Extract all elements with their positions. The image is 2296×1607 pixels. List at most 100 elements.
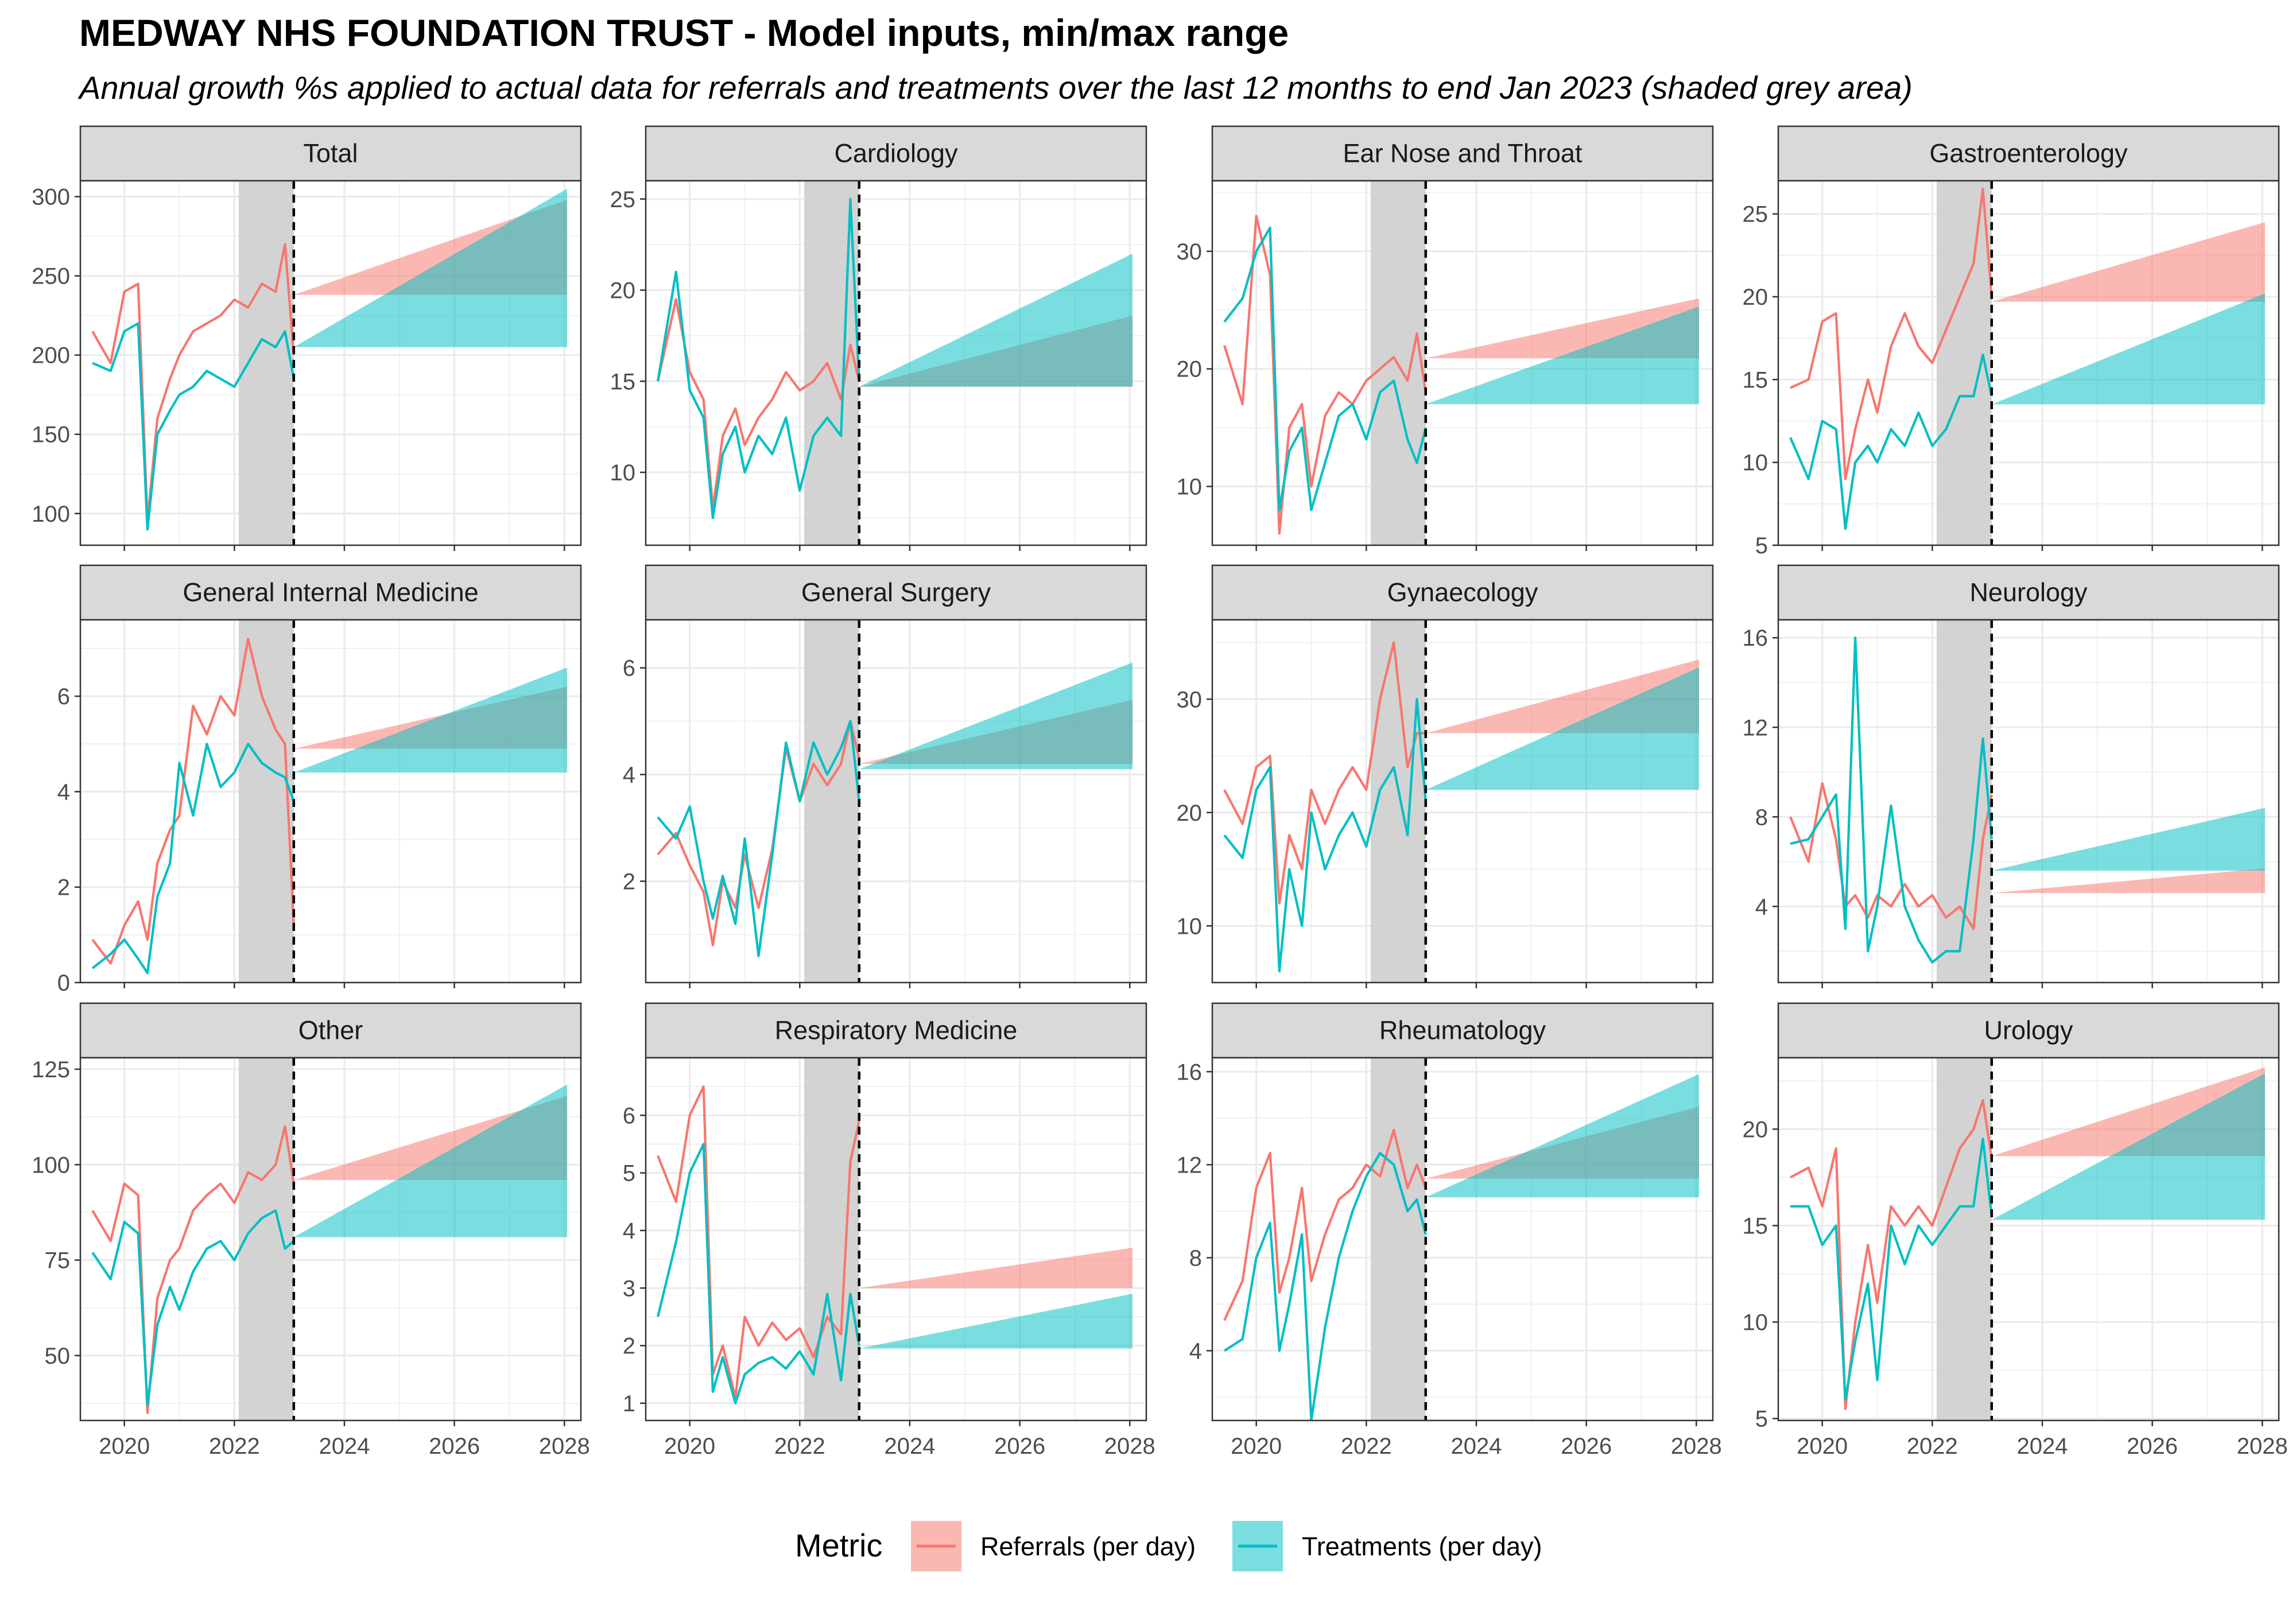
x-tick-label: 2024: [1450, 1434, 1502, 1459]
facet-strip-label: Other: [298, 1016, 363, 1045]
x-tick-label: 2020: [1231, 1434, 1282, 1459]
treatments-line: [657, 1143, 860, 1405]
x-tick-label: 2020: [99, 1434, 150, 1459]
facet-strip-label: Gynaecology: [1387, 578, 1538, 607]
y-tick-label: 10: [1177, 914, 1203, 939]
referrals-line: [657, 720, 860, 947]
facet-panels: Total100150200250300Cardiology10152025Ea…: [32, 125, 2288, 1459]
referrals-line: [1223, 1128, 1427, 1321]
referrals-line: [1790, 188, 1993, 480]
referrals-line: [1790, 1098, 1993, 1410]
facet-strip-label: General Internal Medicine: [183, 578, 478, 607]
y-tick-label: 100: [32, 502, 70, 527]
shaded-period: [1936, 620, 1992, 983]
y-tick-label: 125: [32, 1057, 70, 1082]
panel-plot-area: [80, 1058, 581, 1420]
y-tick-label: 8: [1755, 805, 1768, 830]
treatments-line: [1790, 636, 1993, 964]
treatments-line: [92, 322, 295, 531]
y-tick-label: 250: [32, 264, 70, 289]
facet-strip: [1211, 564, 1714, 621]
legend-item-referrals: Referrals (per day): [911, 1521, 1196, 1571]
facet-strip-label: Urology: [1984, 1016, 2073, 1045]
y-tick-label: 5: [1755, 533, 1768, 558]
shaded-period: [804, 181, 859, 545]
y-tick-label: 10: [1743, 1310, 1768, 1336]
facet-ear-nose-and-throat: Ear Nose and Throat 10 20 30: [1177, 125, 1714, 551]
treatments-line: [1223, 226, 1427, 511]
y-tick-label: 2: [623, 869, 635, 894]
facet-other: Other 50 75 100 125 2020 2022 2024 2026 2028: [32, 1002, 590, 1459]
facet-rheumatology: Rheumatology 4 8 12 16 2020 2022 2024 2026 2028: [1177, 1002, 1722, 1459]
shaded-period: [1370, 1058, 1426, 1420]
referrals-line: [657, 298, 860, 510]
panel-border: [79, 1057, 582, 1422]
panel-plot-area: [1212, 1058, 1713, 1420]
y-tick-label: 4: [1755, 894, 1768, 919]
facet-total: Total 100 150 200 250 300: [32, 125, 582, 551]
y-tick-label: 4: [1189, 1338, 1202, 1364]
referrals-line: [1223, 641, 1426, 905]
y-tick-label: 20: [1743, 1117, 1768, 1142]
x-tick-label: 2024: [884, 1434, 935, 1459]
facet-strip: [79, 125, 582, 182]
facet-strip: [1211, 125, 1714, 182]
y-tick-label: 12: [1743, 715, 1768, 740]
referrals-range-band: [859, 1248, 1133, 1288]
facet-strip-label: General Surgery: [801, 578, 991, 607]
y-tick-label: 30: [1177, 239, 1203, 265]
y-tick-label: 6: [623, 1103, 635, 1128]
facet-strip-label: Rheumatology: [1379, 1016, 1546, 1045]
y-tick-label: 3: [623, 1276, 635, 1301]
y-tick-label: 20: [610, 278, 636, 304]
y-tick-label: 1: [623, 1391, 635, 1416]
y-tick-label: 50: [45, 1344, 71, 1369]
facet-strip-label: Neurology: [1969, 578, 2088, 607]
x-tick-label: 2028: [539, 1434, 590, 1459]
y-tick-label: 12: [1177, 1152, 1203, 1178]
x-tick-label: 2028: [1671, 1434, 1722, 1459]
treatments-line: [657, 197, 860, 519]
treatments-range-band: [1991, 293, 2266, 405]
panel-border: [1777, 180, 2280, 546]
facet-strip: [79, 564, 582, 621]
treatments-range-band: [1425, 306, 1700, 405]
y-tick-label: 100: [32, 1152, 70, 1178]
shaded-period: [804, 620, 859, 983]
y-tick-label: 10: [610, 460, 636, 486]
treatments-line: [91, 1209, 295, 1407]
treatments-line: [657, 720, 860, 957]
facet-strip: [645, 125, 1147, 182]
x-tick-label: 2024: [319, 1434, 370, 1459]
y-tick-label: 30: [1177, 687, 1203, 712]
treatments-line: [91, 743, 295, 975]
referrals-range-band: [1991, 222, 2266, 302]
x-tick-label: 2020: [664, 1434, 715, 1459]
facet-strip-label: Total: [303, 139, 358, 168]
treatments-line: [1223, 698, 1427, 973]
treatments-line: [1789, 353, 1993, 530]
x-tick-label: 2026: [429, 1434, 480, 1459]
facet-strip: [1777, 564, 2280, 621]
y-tick-label: 8: [1189, 1245, 1202, 1271]
legend-label-treatments: Treatments (per day): [1302, 1532, 1542, 1561]
y-tick-label: 20: [1743, 285, 1768, 310]
treatments-range-band: [1991, 1073, 2266, 1220]
panel-plot-area: [646, 1058, 1146, 1420]
referrals-line: [91, 1125, 295, 1414]
treatments-line: [1790, 1138, 1993, 1401]
panel-plot-area: [646, 620, 1146, 983]
y-tick-label: 15: [610, 369, 636, 394]
facet-strip-label: Cardiology: [834, 139, 958, 168]
legend: Metric Referrals (per day) Treatments (p…: [795, 1521, 1542, 1571]
facet-strip-label: Gastroenterology: [1929, 139, 2128, 168]
y-tick-label: 2: [57, 875, 70, 900]
y-tick-label: 4: [623, 1218, 635, 1244]
y-tick-label: 25: [1743, 202, 1768, 227]
y-tick-label: 15: [1743, 367, 1768, 393]
shaded-period: [238, 620, 294, 983]
facet-strip-label: Respiratory Medicine: [775, 1016, 1018, 1045]
y-tick-label: 10: [1743, 451, 1768, 476]
treatments-range-band: [1425, 1074, 1700, 1198]
